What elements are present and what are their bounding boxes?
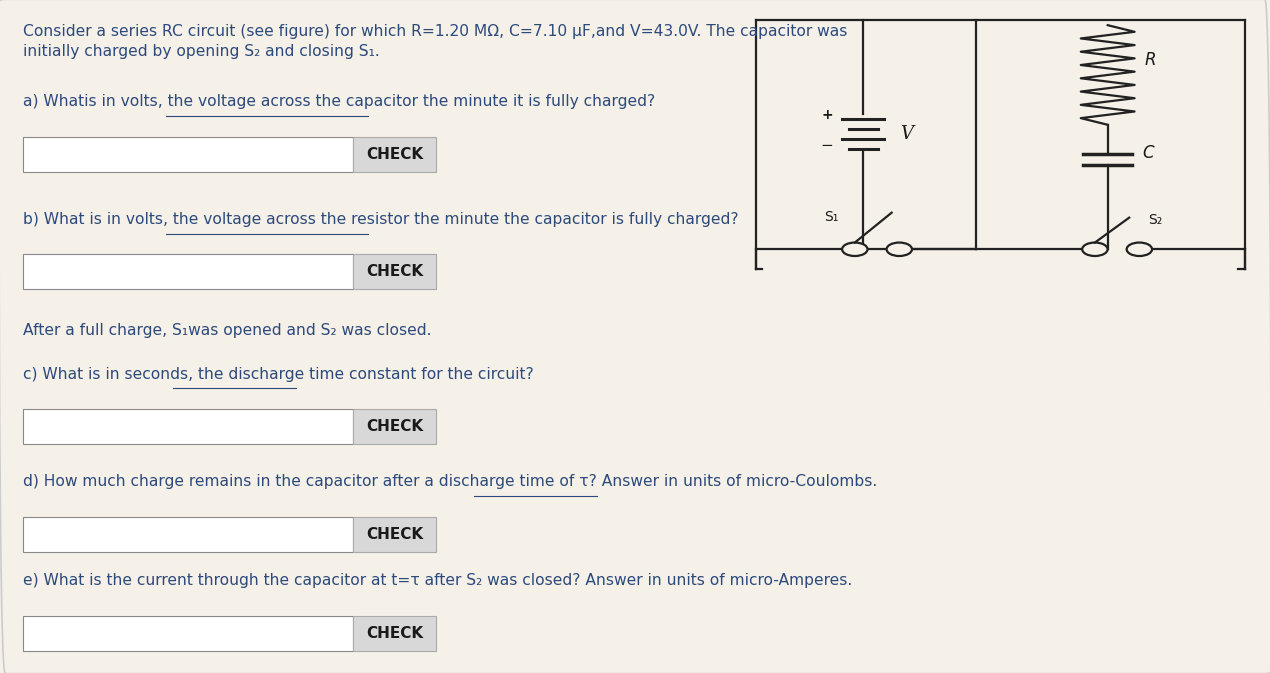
Text: CHECK: CHECK [366, 264, 423, 279]
FancyBboxPatch shape [353, 517, 436, 552]
Text: −: − [820, 138, 833, 153]
Circle shape [1126, 242, 1152, 256]
FancyBboxPatch shape [23, 517, 353, 552]
FancyBboxPatch shape [23, 616, 353, 651]
Text: b) What is in volts, the voltage across the resistor the minute the capacitor is: b) What is in volts, the voltage across … [23, 212, 738, 227]
Text: S₁: S₁ [824, 211, 838, 224]
FancyBboxPatch shape [353, 409, 436, 444]
Text: R: R [1144, 51, 1156, 69]
Text: S₂: S₂ [1148, 213, 1162, 227]
Text: CHECK: CHECK [366, 626, 423, 641]
Circle shape [1082, 242, 1107, 256]
Text: CHECK: CHECK [366, 527, 423, 542]
Text: c) What is in seconds, the discharge time constant for the circuit?: c) What is in seconds, the discharge tim… [23, 367, 533, 382]
Text: d) How much charge remains in the capacitor after a discharge time of τ? Answer : d) How much charge remains in the capaci… [23, 474, 878, 489]
FancyBboxPatch shape [353, 137, 436, 172]
FancyBboxPatch shape [23, 409, 353, 444]
FancyBboxPatch shape [23, 254, 353, 289]
Circle shape [886, 242, 912, 256]
Text: initially charged by opening S₂ and closing S₁.: initially charged by opening S₂ and clos… [23, 44, 380, 59]
FancyBboxPatch shape [353, 254, 436, 289]
Text: After a full charge, S₁was opened and S₂ was closed.: After a full charge, S₁was opened and S₂… [23, 323, 432, 338]
Text: C: C [1142, 144, 1154, 162]
Text: V: V [900, 125, 913, 143]
FancyBboxPatch shape [353, 616, 436, 651]
Text: CHECK: CHECK [366, 147, 423, 162]
Text: Consider a series RC circuit (see figure) for which R=1.20 MΩ, C=7.10 μF,and V=4: Consider a series RC circuit (see figure… [23, 24, 847, 38]
Text: +: + [822, 108, 833, 122]
Text: e) What is the current through the capacitor at t=τ after S₂ was closed? Answer : e) What is the current through the capac… [23, 573, 852, 588]
Circle shape [842, 242, 867, 256]
Text: CHECK: CHECK [366, 419, 423, 434]
FancyBboxPatch shape [23, 137, 353, 172]
Text: a) Whatis in volts, the voltage across the capacitor the minute it is fully char: a) Whatis in volts, the voltage across t… [23, 94, 655, 109]
